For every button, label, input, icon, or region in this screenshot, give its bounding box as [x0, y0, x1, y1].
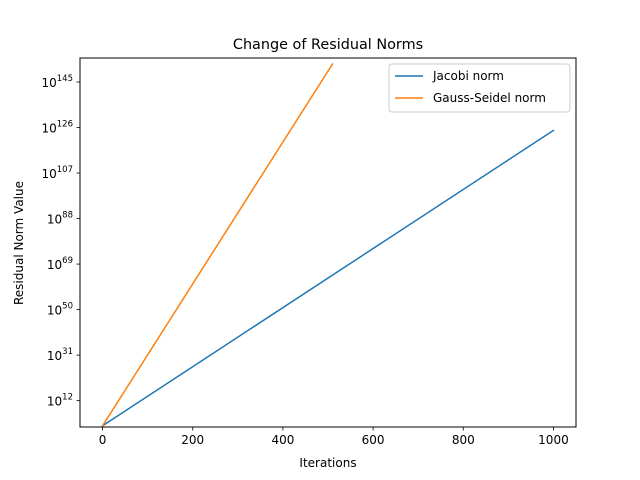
series-line-1 [101, 62, 334, 427]
legend-box [388, 63, 571, 113]
x-tick-label: 800 [452, 433, 475, 447]
legend-label-0: Jacobi norm [432, 69, 504, 83]
series-line-0 [101, 129, 555, 427]
y-axis-label: Residual Norm Value [12, 181, 26, 305]
legend: Jacobi norm Gauss-Seidel norm [388, 63, 571, 113]
y-axis: 1012 1031 1050 1069 1088 10107 10126 10145 [41, 74, 80, 409]
x-tick-label: 0 [99, 433, 107, 447]
y-tick-label: 1088 [47, 211, 73, 227]
x-axis: 0 200 400 600 800 1000 [99, 427, 569, 447]
y-tick-label: 1050 [47, 302, 73, 318]
plot-area [101, 62, 555, 427]
x-tick-label: 600 [362, 433, 385, 447]
x-axis-label: Iterations [299, 456, 356, 470]
y-tick-label: 10145 [41, 74, 73, 90]
chart-title: Change of Residual Norms [233, 37, 423, 53]
x-tick-label: 1000 [538, 433, 569, 447]
y-tick-label: 1031 [47, 347, 73, 363]
legend-label-1: Gauss-Seidel norm [433, 91, 546, 105]
axes-frame [79, 57, 577, 428]
y-tick-label: 10107 [41, 165, 73, 181]
x-tick-label: 200 [181, 433, 204, 447]
y-tick-label: 1012 [47, 393, 73, 409]
y-tick-label: 10126 [41, 119, 73, 135]
y-tick-label: 1069 [47, 256, 73, 272]
x-tick-label: 400 [271, 433, 294, 447]
